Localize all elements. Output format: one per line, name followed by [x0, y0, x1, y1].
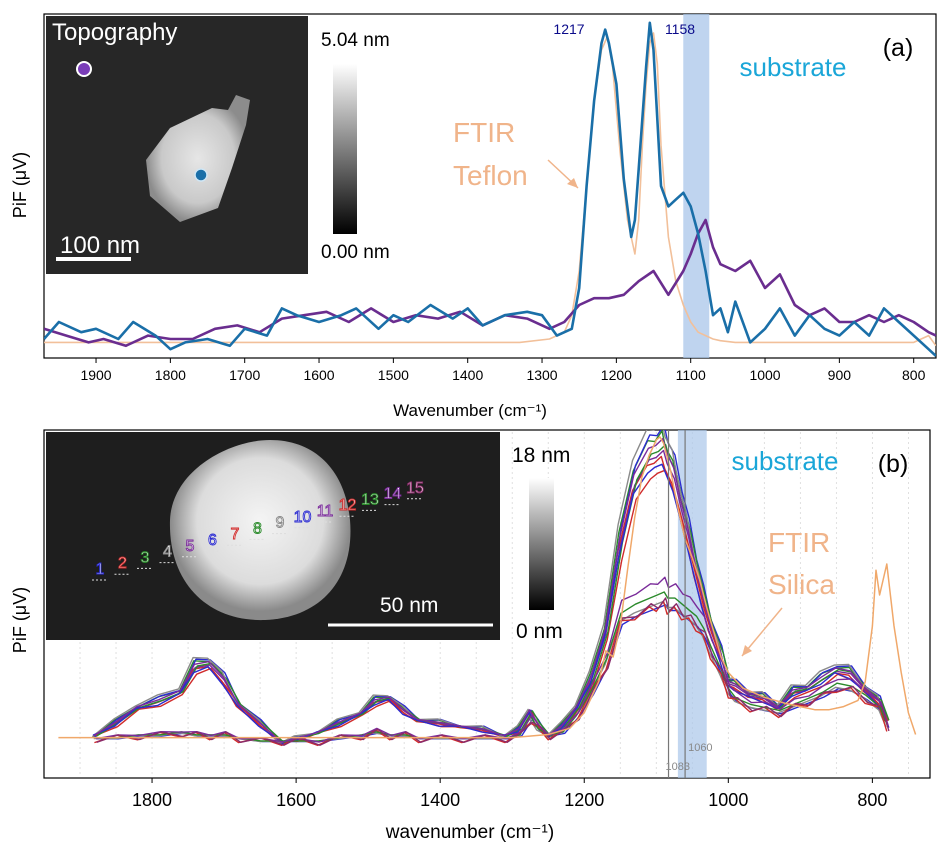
x-axis-label-b: wavenumber (cm⁻¹) [385, 822, 554, 843]
inset-point-label-2: 2 [118, 555, 127, 572]
colorbar-b [529, 478, 554, 610]
x-tick-label-a: 1200 [601, 367, 632, 383]
particle-a [146, 95, 250, 222]
inset-topography-b: 1 2 3 4 5 6 7 8 9 10 11 12 13 14 15 50 nm [46, 432, 500, 640]
y-axis-label-a: PiF (μV) [10, 152, 30, 218]
x-axis-label-a: Wavenumber (cm⁻¹) [393, 401, 547, 420]
vertical-line-label-1083: 1083 [666, 761, 690, 773]
spectrum-line-15 [96, 597, 890, 746]
colorbar-min-a: 0.00 nm [321, 242, 390, 263]
colorbar-max-b: 18 nm [512, 444, 570, 467]
inset-point-label-13: 13 [361, 491, 379, 508]
y-axis-label-b: PiF (μV) [10, 587, 30, 653]
inset-point-label-12: 12 [339, 497, 357, 514]
x-tick-label-a: 1500 [378, 367, 409, 383]
inset-point-label-9: 9 [276, 515, 285, 532]
colorbar-min-b: 0 nm [516, 620, 563, 643]
inset-point-label-8: 8 [253, 520, 262, 537]
peak-label-1158: 1158 [665, 21, 695, 37]
scale-bar-label-a: 100 nm [60, 232, 140, 259]
vertical-line-label-1060: 1060 [688, 742, 712, 754]
inset-point-label-1: 1 [96, 561, 105, 578]
x-tick-label-b: 1200 [564, 790, 604, 810]
inset-title-a: Topography [52, 19, 177, 46]
series-line-a-ftir-teflon [44, 32, 936, 347]
series-line-a-blue [44, 21, 936, 357]
x-tick-label-a: 1600 [303, 367, 334, 383]
ftir-label-a: FTIR [453, 117, 515, 148]
series-line-ftir-silica [58, 436, 917, 739]
inset-point-label-6: 6 [208, 532, 217, 549]
x-tick-label-a: 1400 [452, 367, 483, 383]
x-tick-label-b: 1400 [420, 790, 460, 810]
particle-b [169, 440, 351, 621]
marker-point-blue [194, 168, 208, 182]
substrate-label-b: substrate [732, 446, 839, 476]
x-tick-label-a: 1900 [80, 367, 111, 383]
x-tick-label-b: 1600 [276, 790, 316, 810]
colorbar-a [333, 64, 357, 234]
marker-point-purple [76, 61, 92, 77]
peak-label-1217: 1217 [553, 21, 584, 37]
ftir-arrowhead-b [742, 645, 752, 656]
silica-label-b: Silica [768, 569, 835, 600]
ftir-arrowhead-a [567, 178, 578, 188]
teflon-label-a: Teflon [453, 160, 528, 191]
substrate-label-a: substrate [740, 52, 847, 82]
ftir-arrow-b [741, 607, 783, 657]
series-line-a-purple [44, 218, 936, 348]
scale-bar-label-b: 50 nm [380, 594, 438, 617]
inset-point-label-15: 15 [406, 480, 424, 497]
panel-label-a: (a) [883, 34, 914, 62]
colorbar-max-a: 5.04 nm [321, 30, 390, 51]
substrate-band-a [683, 14, 710, 358]
inset-topography-a: Topography 100 nm [46, 16, 308, 274]
x-tick-label-b: 1000 [708, 790, 748, 810]
x-tick-label-a: 1100 [676, 367, 706, 383]
inset-point-label-3: 3 [141, 549, 150, 566]
panel-a: 1900 1800 1700 1600 1500 1400 1300 1200 1100 1000… [10, 13, 937, 420]
x-tick-label-a: 800 [902, 367, 926, 383]
x-tick-label-a: 1700 [229, 367, 260, 383]
inset-point-label-14: 14 [384, 486, 402, 503]
plot-frame-b [43, 429, 931, 779]
ftir-label-b: FTIR [768, 527, 830, 558]
x-tick-label-a: 1800 [155, 367, 186, 383]
panel-label-b: (b) [878, 450, 909, 478]
inset-point-label-7: 7 [231, 526, 240, 543]
inset-point-label-11: 11 [317, 503, 334, 520]
x-tick-label-a: 1300 [526, 367, 557, 383]
x-tick-label-a: 900 [828, 367, 852, 383]
x-tick-label-b: 800 [857, 790, 887, 810]
inset-point-label-10: 10 [294, 509, 312, 526]
x-tick-label-a: 1000 [749, 367, 780, 383]
inset-point-label-5: 5 [186, 538, 195, 555]
plot-frame-a [43, 13, 937, 359]
inset-point-label-4: 4 [163, 544, 172, 561]
x-tick-label-b: 1800 [132, 790, 172, 810]
